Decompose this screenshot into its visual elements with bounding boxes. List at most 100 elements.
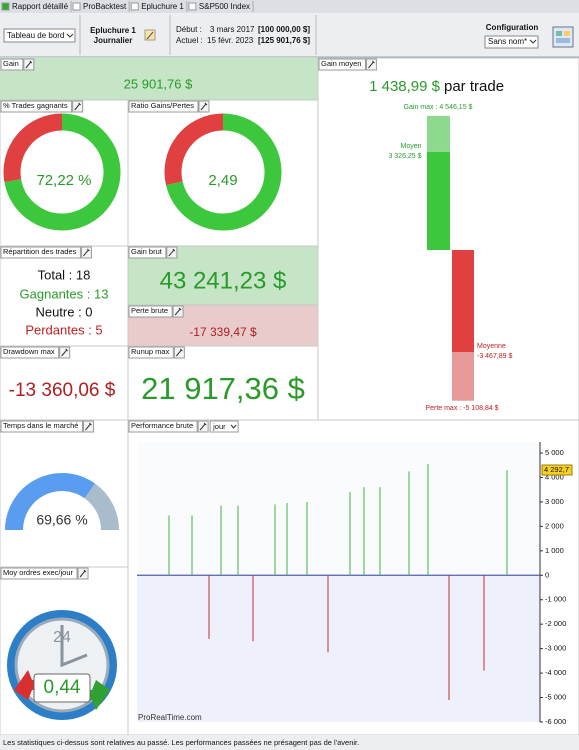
panel-title-box [128, 246, 167, 259]
y-tick-label: 1 000 [545, 546, 564, 555]
panel-title-box [0, 246, 81, 259]
y-tick-label: -6 000 [545, 717, 566, 726]
orders-icon [7, 610, 117, 720]
y-tick-label: -4 000 [545, 668, 566, 677]
panel-title-box [0, 567, 78, 580]
wrench-icon [199, 422, 207, 431]
start-label: Début : [176, 25, 202, 34]
tab[interactable]: Epluchure 1 [141, 2, 184, 11]
panel-title-box [128, 100, 199, 113]
start-capital: [100 000,00 $] [258, 25, 310, 34]
gain-panel [0, 58, 318, 100]
timeframe: Journalier [94, 36, 133, 45]
donut-loss [3, 113, 63, 183]
panel-title: Gain brut [131, 247, 163, 256]
y-tick-label: 5 000 [545, 448, 564, 457]
config-select-text[interactable]: Sans nom* [488, 37, 527, 46]
start-date: 3 mars 2017 [210, 25, 255, 34]
y-tick-label: 4 000 [545, 472, 564, 481]
current-capital: [125 901,76 $] [258, 36, 310, 45]
config-select[interactable]: Sans nom* [484, 35, 539, 49]
avg-win-bar [427, 151, 450, 250]
period-select-text[interactable]: jour [212, 422, 226, 431]
gross-loss-value: -17 339,47 $ [189, 325, 257, 339]
wrench-icon [85, 422, 92, 431]
gain-max-label: Gain max : 4 546,15 $ [404, 104, 473, 111]
tab-icon [72, 2, 81, 11]
y-tick-label: -3 000 [545, 644, 566, 653]
avg-loss-bar [452, 250, 474, 353]
panel-title-box [318, 58, 366, 71]
tab[interactable]: ProBacktest [83, 2, 127, 11]
panel-title: Gain [3, 59, 19, 68]
orders-icon-number: 24 [53, 629, 71, 646]
panel-title: Performance brute [131, 421, 193, 430]
panel-title: Moy ordres exec/jour [3, 568, 74, 577]
panel-title: Temps dans le marché [3, 421, 78, 430]
panel-title-box [0, 100, 73, 113]
panel-title: % Trades gagnants [3, 101, 68, 110]
wrench-icon [175, 348, 183, 357]
edit-icon[interactable] [144, 29, 156, 41]
tab-icon [188, 2, 197, 11]
avg-gain-suffix: par trade [444, 78, 504, 95]
tab[interactable]: Rapport détaillé [12, 2, 69, 11]
trades-winners: Gagnantes : 13 [20, 286, 109, 301]
period-select[interactable] [209, 420, 239, 433]
last-value-label: 4 292,7 [544, 465, 569, 474]
plot-positive [137, 442, 540, 576]
last-value-box [541, 464, 573, 476]
system-name: Epluchure 1 [90, 26, 136, 35]
panel-title-box [0, 420, 83, 433]
tab[interactable]: S&P500 Index [199, 2, 250, 11]
current-label: Actuel : [176, 36, 203, 45]
gain-value: 25 901,76 $ [124, 76, 193, 91]
y-tick-label: 2 000 [545, 521, 564, 530]
tab-icon [130, 2, 139, 11]
tab-icon [1, 2, 10, 11]
trades-panel [0, 245, 129, 347]
y-tick-label: -5 000 [545, 693, 566, 702]
y-tick-label: -2 000 [545, 619, 566, 628]
panel-title: Gain moyen [321, 59, 361, 68]
wrench-icon [168, 248, 176, 257]
panel-title-box [128, 346, 174, 359]
wrench-icon [79, 569, 87, 578]
panel-title-box [128, 420, 198, 433]
plot-negative [137, 575, 540, 722]
wrench-icon [368, 60, 375, 69]
panel-title: Runup max [131, 347, 170, 356]
drawdown-value: -13 360,06 $ [9, 380, 116, 401]
toolbar [0, 13, 579, 57]
loss-max-bar [452, 352, 474, 401]
panel-title-box [0, 58, 24, 71]
trades-total: Total : 18 [38, 267, 91, 282]
tab-bar [0, 0, 579, 13]
wrench-icon [82, 248, 90, 257]
wrench-icon [174, 307, 182, 316]
loss-max-label: Perte max : -5 108,84 $ [425, 405, 498, 412]
view-select[interactable]: Tableau de bord [3, 28, 76, 43]
footer-text: Les statistiques ci-dessus sont relative… [3, 738, 359, 747]
gauge-rest [84, 483, 119, 531]
panel-title: Répartition des trades [3, 247, 77, 256]
config-icon[interactable] [552, 26, 574, 48]
time-label: 69,66 % [36, 512, 87, 528]
orders-value: 0,44 [44, 677, 81, 698]
donut-loss [164, 113, 224, 186]
select-arrow [230, 424, 237, 429]
y-tick-label: 0 [545, 570, 549, 579]
donut-win [4, 113, 121, 231]
trades-losers: Perdantes : 5 [25, 322, 102, 337]
donut-win [166, 113, 282, 231]
panel-title-box [0, 346, 60, 359]
gain-max-bar [427, 115, 450, 152]
avg-win-label: Moyen [400, 143, 421, 150]
panel-title: Ratio Gains/Pertes [131, 101, 194, 110]
y-tick-label: -1 000 [545, 595, 566, 604]
trades-neutral: Neutre : 0 [35, 304, 92, 319]
avg-win-text: 3 326,25 $ [388, 153, 421, 160]
gauge-value [5, 473, 96, 531]
view-select-text[interactable]: Tableau de bord [7, 31, 64, 40]
